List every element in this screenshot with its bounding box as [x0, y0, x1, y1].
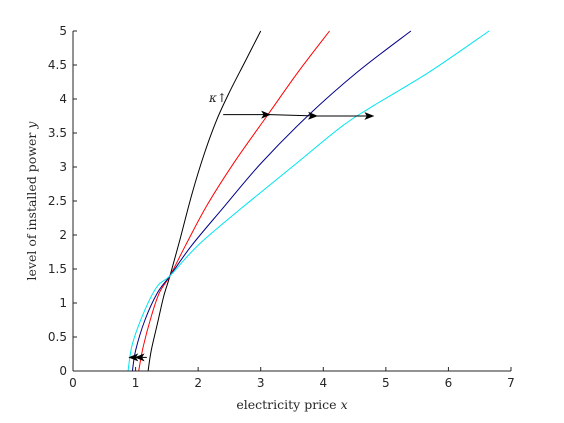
- y-axis-label-var: y: [24, 121, 39, 130]
- tick-layer: 0 1 2 3 4 5 6 7 0 0.5 1 1.5 2 2.5 3 3.5 4 4.5 5: [48, 24, 515, 390]
- x-tick-label: 1: [132, 376, 140, 390]
- x-axis-label-text: electricity price: [236, 397, 340, 412]
- y-tick-label: 2: [59, 228, 67, 242]
- arrow-layer: [128, 110, 375, 362]
- x-axis-label: electricity price x: [236, 397, 347, 412]
- series-line-3: [131, 30, 412, 372]
- y-tick-label: 5: [59, 24, 67, 38]
- series-line-1: [147, 30, 262, 372]
- series-line-2: [138, 30, 330, 372]
- x-tick-label: 6: [445, 376, 453, 390]
- y-tick-label: 3: [59, 160, 67, 174]
- y-tick-label: 0.5: [48, 330, 67, 344]
- y-tick-label: 4.5: [48, 58, 67, 72]
- x-tick-label: 0: [69, 376, 77, 390]
- y-tick-label: 2.5: [48, 194, 67, 208]
- x-tick-label: 4: [319, 376, 327, 390]
- series-line-4: [127, 30, 490, 372]
- x-tick-label: 7: [507, 376, 515, 390]
- y-tick-label: 0: [59, 364, 67, 378]
- x-axis-label-var: x: [341, 397, 348, 412]
- x-tick-label: 5: [382, 376, 390, 390]
- x-tick-label: 2: [194, 376, 202, 390]
- shift-arrow-2: [270, 111, 319, 120]
- y-tick-label: 1.5: [48, 262, 67, 276]
- y-tick-label: 1: [59, 296, 67, 310]
- y-axis-label: level of installed power y: [24, 121, 39, 281]
- y-tick-label: 3.5: [48, 126, 67, 140]
- y-tick-label: 4: [59, 92, 67, 106]
- series-layer: [127, 30, 490, 372]
- y-axis-label-text: level of installed power: [24, 129, 39, 281]
- x-tick-label: 3: [257, 376, 265, 390]
- axes: [72, 31, 511, 372]
- kappa-annotation: κ↑: [208, 91, 227, 105]
